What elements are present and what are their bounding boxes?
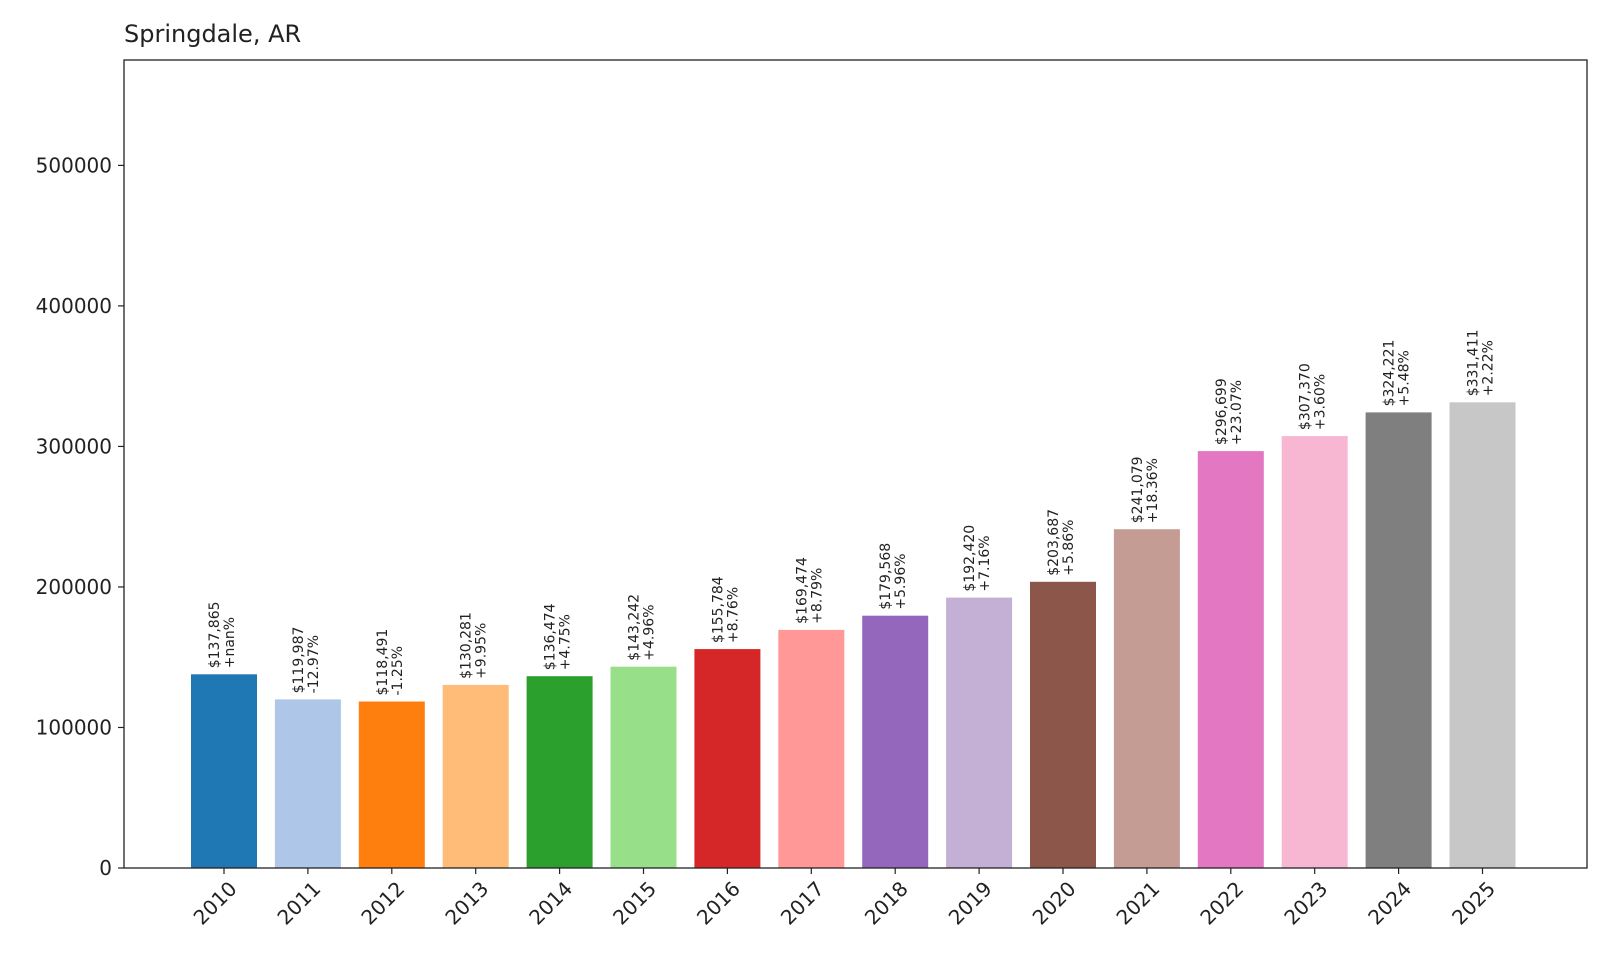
change-label-2015: +4.96% xyxy=(642,604,658,660)
change-label-2024: +5.48% xyxy=(1397,350,1413,406)
x-tick-label-2011: 2011 xyxy=(272,877,325,930)
change-label-2021: +18.36% xyxy=(1145,458,1161,523)
plot-frame xyxy=(123,59,1588,869)
change-label-2011: -12.97% xyxy=(306,635,322,693)
bar-2023 xyxy=(1281,436,1348,868)
bar-2025 xyxy=(1449,402,1516,868)
change-label-2018: +5.96% xyxy=(893,553,909,609)
y-tick-label-300000: 300000 xyxy=(36,434,112,458)
bar-2012 xyxy=(358,701,425,868)
change-label-2012: -1.25% xyxy=(390,646,406,696)
value-label-2025: $331,411 xyxy=(1466,329,1482,396)
value-label-2015: $143,242 xyxy=(627,594,643,661)
x-tick-label-2015: 2015 xyxy=(608,877,661,930)
change-label-2019: +7.16% xyxy=(977,535,993,591)
value-label-2023: $307,370 xyxy=(1298,363,1314,430)
change-label-2023: +3.60% xyxy=(1313,374,1329,430)
value-label-2017: $169,474 xyxy=(794,557,810,624)
bar-2020 xyxy=(1030,581,1096,868)
bar-2011 xyxy=(274,699,341,868)
x-tick-label-2020: 2020 xyxy=(1028,877,1081,930)
bar-2015 xyxy=(610,666,677,868)
x-tick-label-2017: 2017 xyxy=(776,877,829,930)
value-label-2013: $130,281 xyxy=(459,612,475,679)
x-tick-label-2012: 2012 xyxy=(356,877,409,930)
bar-2021 xyxy=(1113,529,1180,868)
change-label-2022: +23.07% xyxy=(1229,380,1245,445)
value-label-2022: $296,699 xyxy=(1214,378,1230,445)
x-tick-label-2019: 2019 xyxy=(944,877,997,930)
change-label-2020: +5.86% xyxy=(1061,520,1077,576)
y-tick-label-200000: 200000 xyxy=(36,575,112,599)
value-label-2011: $119,987 xyxy=(291,627,307,694)
change-label-2013: +9.95% xyxy=(474,623,490,679)
change-label-2010: +nan% xyxy=(222,617,238,668)
change-label-2014: +4.75% xyxy=(558,614,574,670)
value-label-2018: $179,568 xyxy=(878,543,894,610)
bar-2010 xyxy=(191,674,257,868)
x-tick-label-2025: 2025 xyxy=(1447,877,1500,930)
bar-2016 xyxy=(694,649,761,868)
y-tick-label-0: 0 xyxy=(99,856,112,880)
bar-2018 xyxy=(862,615,929,868)
change-label-2025: +2.22% xyxy=(1481,340,1497,396)
value-label-2024: $324,221 xyxy=(1382,340,1398,407)
x-tick-label-2014: 2014 xyxy=(524,877,577,930)
x-tick-label-2018: 2018 xyxy=(860,877,913,930)
value-label-2010: $137,865 xyxy=(207,601,223,668)
value-label-2019: $192,420 xyxy=(962,525,978,592)
value-label-2020: $203,687 xyxy=(1046,509,1062,576)
value-label-2012: $118,491 xyxy=(375,629,391,696)
change-label-2017: +8.79% xyxy=(809,568,825,624)
x-tick-label-2024: 2024 xyxy=(1363,877,1416,930)
x-tick-label-2023: 2023 xyxy=(1279,877,1332,930)
y-tick-label-100000: 100000 xyxy=(36,715,112,739)
y-tick-label-500000: 500000 xyxy=(36,153,112,177)
value-label-2016: $155,784 xyxy=(710,576,726,643)
x-tick-label-2016: 2016 xyxy=(692,877,745,930)
x-tick-label-2013: 2013 xyxy=(440,877,493,930)
x-tick-label-2021: 2021 xyxy=(1111,877,1164,930)
x-tick-label-2022: 2022 xyxy=(1195,877,1248,930)
bar-2014 xyxy=(526,676,593,868)
change-label-2016: +8.76% xyxy=(725,587,741,643)
bar-2019 xyxy=(946,597,1013,868)
value-label-2014: $136,474 xyxy=(543,603,559,670)
bar-2024 xyxy=(1365,412,1432,868)
bar-2022 xyxy=(1197,451,1264,868)
x-tick-label-2010: 2010 xyxy=(189,877,242,930)
bar-2013 xyxy=(442,684,509,868)
chart-title: Springdale, AR xyxy=(124,20,302,48)
value-label-2021: $241,079 xyxy=(1130,456,1146,523)
y-tick-label-400000: 400000 xyxy=(36,294,112,318)
bar-2017 xyxy=(778,629,845,868)
